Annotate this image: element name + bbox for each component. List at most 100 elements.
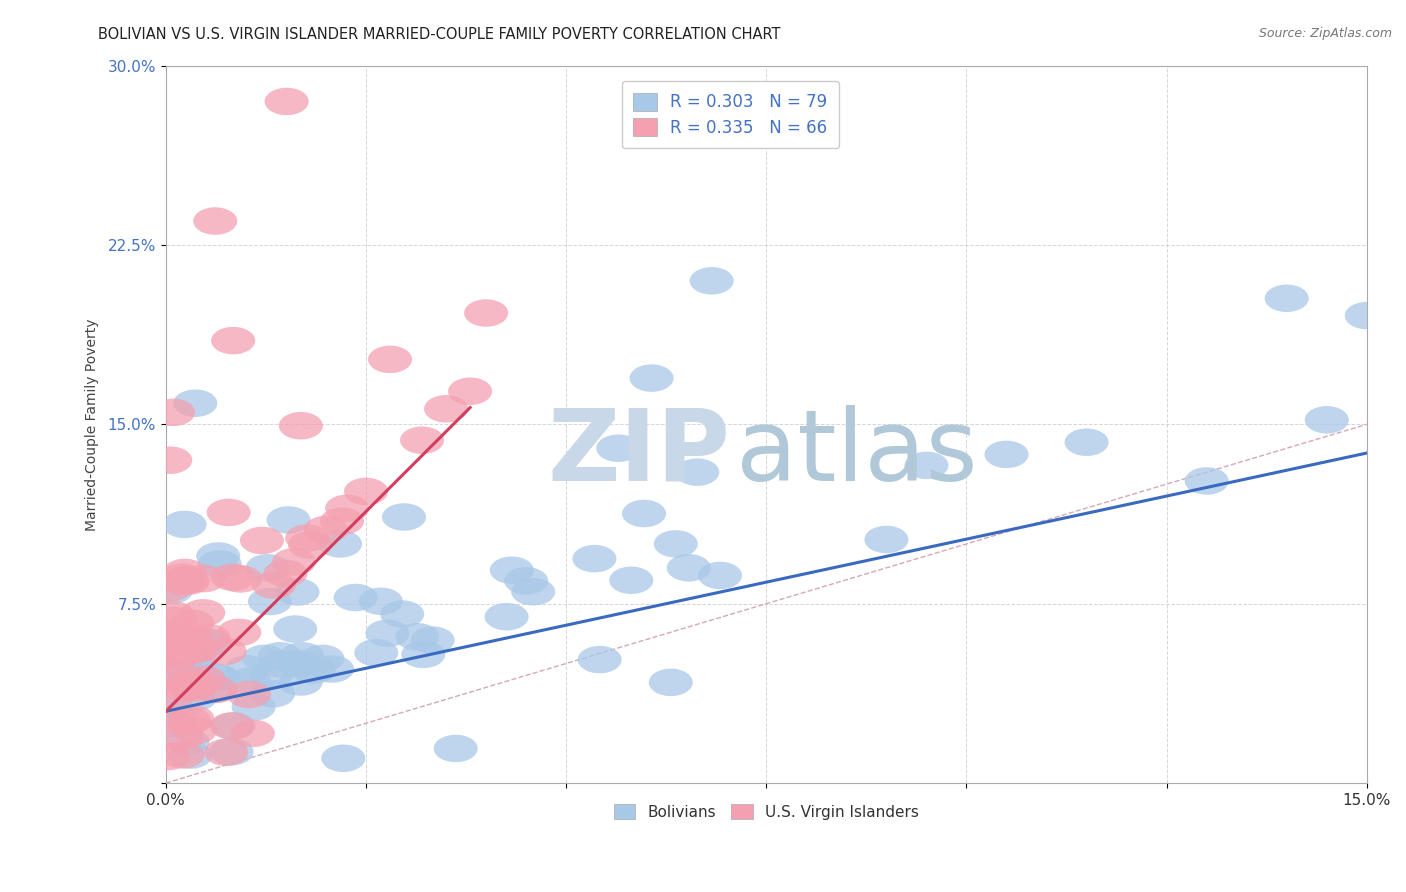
Ellipse shape <box>181 665 226 693</box>
Ellipse shape <box>176 625 219 653</box>
Ellipse shape <box>309 656 354 682</box>
Ellipse shape <box>1265 285 1309 312</box>
Ellipse shape <box>266 507 311 533</box>
Ellipse shape <box>204 739 249 766</box>
Ellipse shape <box>209 738 253 765</box>
Ellipse shape <box>904 451 949 479</box>
Ellipse shape <box>1064 428 1108 456</box>
Ellipse shape <box>512 578 555 606</box>
Ellipse shape <box>247 588 292 615</box>
Ellipse shape <box>187 629 231 657</box>
Ellipse shape <box>246 554 290 582</box>
Ellipse shape <box>153 681 197 707</box>
Ellipse shape <box>218 566 263 592</box>
Ellipse shape <box>252 572 297 599</box>
Ellipse shape <box>211 712 256 739</box>
Ellipse shape <box>211 564 254 591</box>
Ellipse shape <box>169 665 212 692</box>
Ellipse shape <box>280 642 325 670</box>
Ellipse shape <box>690 267 734 294</box>
Text: Source: ZipAtlas.com: Source: ZipAtlas.com <box>1258 27 1392 40</box>
Ellipse shape <box>621 500 666 527</box>
Ellipse shape <box>278 412 323 440</box>
Ellipse shape <box>242 645 287 672</box>
Ellipse shape <box>146 743 190 771</box>
Ellipse shape <box>179 633 222 661</box>
Ellipse shape <box>170 705 214 732</box>
Legend: Bolivians, U.S. Virgin Islanders: Bolivians, U.S. Virgin Islanders <box>607 797 925 826</box>
Ellipse shape <box>160 741 204 769</box>
Ellipse shape <box>485 603 529 631</box>
Ellipse shape <box>198 550 242 578</box>
Ellipse shape <box>252 680 295 707</box>
Ellipse shape <box>321 508 364 535</box>
Ellipse shape <box>609 566 654 594</box>
Ellipse shape <box>271 548 316 575</box>
Ellipse shape <box>505 567 548 595</box>
Ellipse shape <box>865 525 908 553</box>
Ellipse shape <box>425 395 468 423</box>
Ellipse shape <box>226 681 271 708</box>
Ellipse shape <box>301 645 344 672</box>
Ellipse shape <box>160 567 205 595</box>
Ellipse shape <box>401 426 444 454</box>
Ellipse shape <box>228 667 271 695</box>
Ellipse shape <box>149 620 194 648</box>
Ellipse shape <box>194 675 238 703</box>
Ellipse shape <box>166 670 209 698</box>
Ellipse shape <box>288 532 332 559</box>
Ellipse shape <box>276 578 319 606</box>
Text: ZIP: ZIP <box>547 404 730 501</box>
Ellipse shape <box>291 657 336 684</box>
Ellipse shape <box>489 557 534 584</box>
Ellipse shape <box>675 458 720 486</box>
Ellipse shape <box>150 709 194 737</box>
Ellipse shape <box>173 390 218 417</box>
Ellipse shape <box>148 625 191 653</box>
Ellipse shape <box>170 645 215 673</box>
Ellipse shape <box>578 646 621 673</box>
Ellipse shape <box>648 669 693 696</box>
Ellipse shape <box>209 712 254 739</box>
Ellipse shape <box>159 723 204 750</box>
Ellipse shape <box>211 326 254 354</box>
Ellipse shape <box>207 499 250 526</box>
Ellipse shape <box>666 554 711 582</box>
Ellipse shape <box>1344 301 1389 329</box>
Ellipse shape <box>159 649 202 677</box>
Ellipse shape <box>167 707 211 735</box>
Ellipse shape <box>165 566 209 594</box>
Ellipse shape <box>153 657 198 684</box>
Ellipse shape <box>411 626 454 654</box>
Ellipse shape <box>162 674 205 701</box>
Ellipse shape <box>166 567 209 595</box>
Ellipse shape <box>240 527 284 554</box>
Ellipse shape <box>1305 406 1348 434</box>
Ellipse shape <box>231 720 276 747</box>
Ellipse shape <box>278 668 322 696</box>
Ellipse shape <box>304 516 349 543</box>
Ellipse shape <box>572 545 616 573</box>
Ellipse shape <box>382 503 426 531</box>
Ellipse shape <box>464 299 508 326</box>
Ellipse shape <box>264 87 309 115</box>
Ellipse shape <box>166 728 209 756</box>
Ellipse shape <box>277 650 321 678</box>
Ellipse shape <box>160 564 204 591</box>
Ellipse shape <box>359 588 404 615</box>
Text: BOLIVIAN VS U.S. VIRGIN ISLANDER MARRIED-COUPLE FAMILY POVERTY CORRELATION CHART: BOLIVIAN VS U.S. VIRGIN ISLANDER MARRIED… <box>98 27 780 42</box>
Ellipse shape <box>366 619 409 647</box>
Ellipse shape <box>159 640 202 668</box>
Ellipse shape <box>218 619 262 646</box>
Ellipse shape <box>173 684 217 711</box>
Ellipse shape <box>194 676 238 703</box>
Ellipse shape <box>152 647 195 674</box>
Ellipse shape <box>157 668 201 696</box>
Ellipse shape <box>273 615 318 643</box>
Ellipse shape <box>1185 467 1229 495</box>
Ellipse shape <box>163 558 207 586</box>
Ellipse shape <box>202 638 246 665</box>
Ellipse shape <box>333 583 378 611</box>
Ellipse shape <box>193 207 238 235</box>
Ellipse shape <box>146 642 191 669</box>
